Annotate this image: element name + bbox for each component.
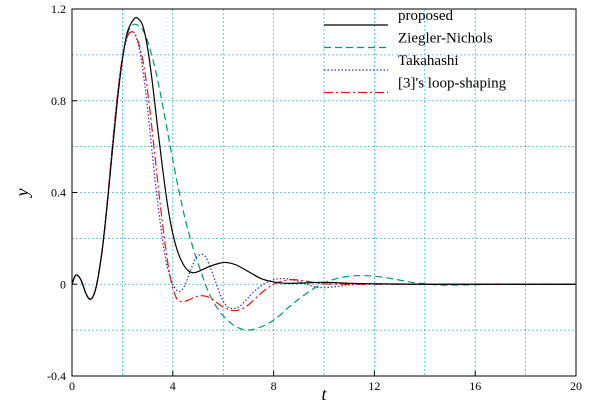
legend-label-ziegler-nichols: Ziegler-Nichols — [398, 31, 493, 47]
y-tick-label: -0.4 — [47, 369, 66, 383]
legend: proposed Ziegler-Nichols Takahashi [3]'s lo… — [324, 8, 507, 94]
legend-label-3-s-loop-shaping: [3]'s loop-shaping — [398, 76, 507, 92]
x-tick-label: 4 — [170, 379, 176, 393]
y-axis-ticks: -0.4 0 0.4 0.8 1.2 — [47, 2, 77, 383]
x-tick-label: 20 — [570, 379, 582, 393]
series-line-proposed — [71, 16, 576, 300]
grid — [72, 9, 576, 376]
x-tick-label: 0 — [69, 379, 75, 393]
legend-label-proposed: proposed — [398, 8, 453, 24]
x-tick-label: 12 — [368, 379, 380, 393]
x-tick-label: 16 — [469, 379, 481, 393]
series-lines — [71, 16, 576, 331]
legend-label-takahashi: Takahashi — [398, 53, 459, 69]
series-line-ziegler-nichols — [71, 23, 576, 331]
y-tick-label: 0 — [60, 277, 66, 291]
series-line-takahashi — [71, 30, 576, 310]
y-tick-label: 0.8 — [51, 94, 66, 108]
x-tick-label: 8 — [271, 379, 277, 393]
y-tick-label: 0.4 — [51, 186, 66, 200]
y-axis-label: y — [12, 189, 32, 199]
x-axis-label: t — [321, 384, 327, 404]
x-axis-ticks: 0 4 8 12 16 20 — [69, 371, 582, 393]
y-tick-label: 1.2 — [51, 2, 66, 16]
